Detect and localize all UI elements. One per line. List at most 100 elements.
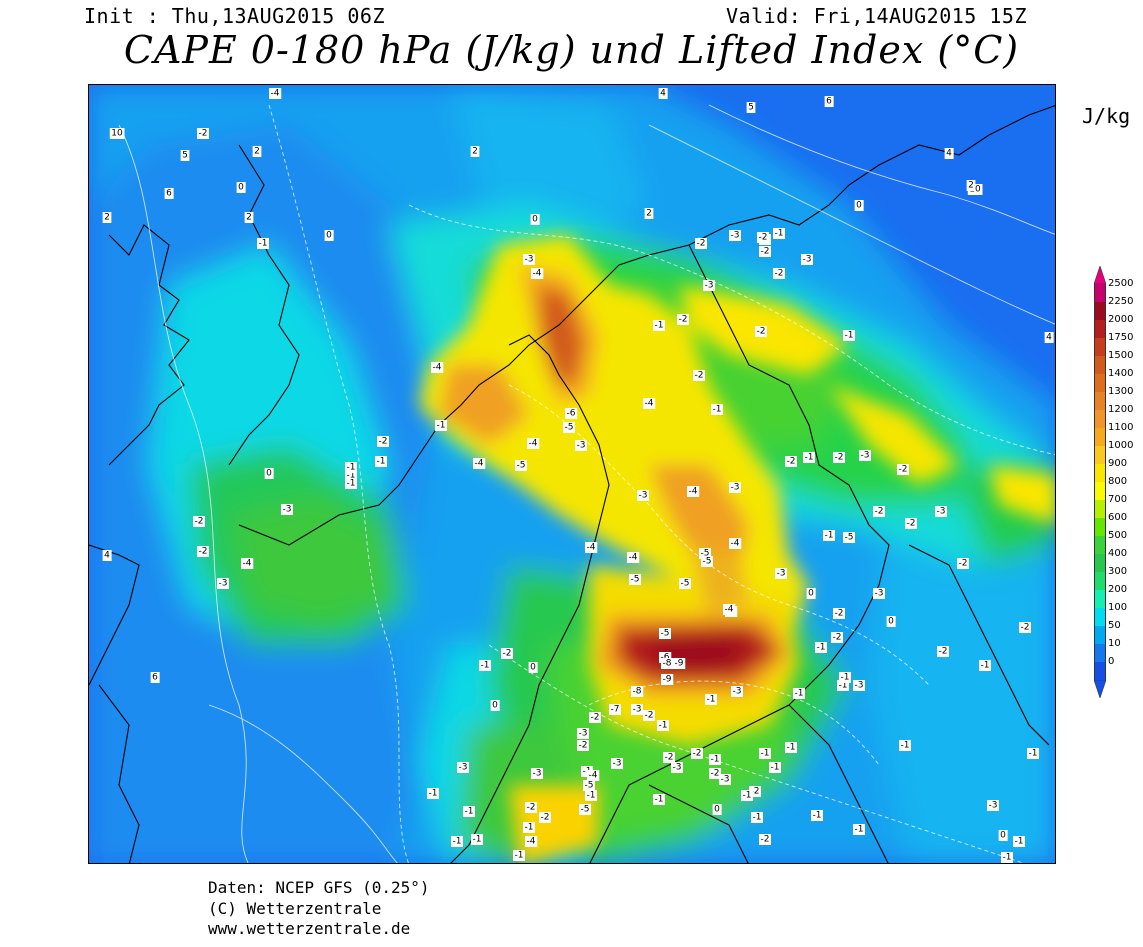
li-label-box xyxy=(801,254,813,265)
li-value-label: -1 xyxy=(481,661,490,671)
li-value-label: 4 xyxy=(660,89,666,99)
li-value-label: -6 xyxy=(661,653,670,663)
legend-color-box xyxy=(1094,662,1106,680)
li-value-label: 2 xyxy=(104,213,110,223)
li-label-box xyxy=(631,704,643,715)
li-value-label: -3 xyxy=(937,507,946,517)
li-label-box xyxy=(679,578,691,589)
li-value-label: -1 xyxy=(429,789,438,799)
li-label-box xyxy=(463,806,475,817)
legend-color-box xyxy=(1094,320,1106,338)
legend-level-label: 2000 xyxy=(1108,314,1134,325)
li-value-label: -1 xyxy=(583,767,592,777)
li-label-box xyxy=(579,804,591,815)
li-value-label: -1 xyxy=(825,531,834,541)
li-label-box xyxy=(729,230,741,241)
li-label-box xyxy=(998,830,1008,841)
li-label-box xyxy=(859,450,871,461)
li-label-box xyxy=(979,660,991,671)
li-value-label: -3 xyxy=(639,491,648,501)
li-label-box xyxy=(658,88,668,99)
li-label-box xyxy=(471,834,483,845)
legend-color-box xyxy=(1094,500,1106,518)
li-label-box xyxy=(644,208,654,219)
li-value-label: 0 xyxy=(888,617,894,627)
li-value-label: -1 xyxy=(845,331,854,341)
li-value-label: -2 xyxy=(761,247,770,257)
valid-time: Valid: Fri,14AUG2015 15Z xyxy=(726,4,1027,28)
li-value-label: -3 xyxy=(875,589,884,599)
li-label-box xyxy=(515,460,527,471)
credits-data-source: Daten: NCEP GFS (0.25°) xyxy=(208,878,430,897)
li-value-label: -7 xyxy=(611,705,620,715)
li-label-box xyxy=(473,458,486,469)
lifted-index-labels: -42-2461052062-10-3-4-3-2-1-3-2-1-4-2-4-… xyxy=(102,88,1054,863)
li-value-label: -1 xyxy=(743,791,752,801)
credits: Daten: NCEP GFS (0.25°) (C) Wetterzentra… xyxy=(208,878,430,940)
li-value-label: -2 xyxy=(693,749,702,759)
legend-level-label: 1750 xyxy=(1108,332,1134,343)
cape-high xyxy=(419,235,1055,863)
legend-level-label: 1100 xyxy=(1108,422,1134,433)
li-value-label: -4 xyxy=(271,89,280,99)
li-label-box xyxy=(217,578,229,589)
li-label-box xyxy=(811,810,823,821)
li-value-label: -3 xyxy=(525,255,534,265)
li-value-label: 6 xyxy=(826,97,832,107)
credits-website: www.wetterzentrale.de xyxy=(208,919,411,938)
li-value-label: -2 xyxy=(907,519,916,529)
li-label-box xyxy=(1013,836,1025,847)
li-label-box xyxy=(873,588,885,599)
li-value-label: 4 xyxy=(1046,333,1052,343)
li-label-box xyxy=(523,254,535,265)
li-label-box xyxy=(627,552,640,563)
legend-color-box xyxy=(1094,626,1106,644)
li-value-label: -5 xyxy=(517,461,526,471)
li-value-label: -2 xyxy=(199,547,208,557)
li-label-box xyxy=(180,150,190,161)
li-value-label: -4 xyxy=(587,543,596,553)
li-value-label: -5 xyxy=(845,533,854,543)
li-value-label: -4 xyxy=(529,439,538,449)
li-label-box xyxy=(643,710,655,721)
li-label-box xyxy=(785,456,797,467)
legend-color-box xyxy=(1094,608,1106,626)
li-label-box xyxy=(854,200,864,211)
li-label-box xyxy=(773,228,785,239)
li-value-label: -5 xyxy=(701,549,710,559)
li-value-label: -3 xyxy=(579,729,588,739)
li-value-label: -1 xyxy=(901,741,910,751)
li-value-label: -1 xyxy=(775,229,784,239)
li-value-label: -3 xyxy=(283,505,292,515)
legend-level-label: 10 xyxy=(1108,638,1121,649)
li-value-label: -2 xyxy=(679,315,688,325)
li-label-box xyxy=(677,314,689,325)
li-value-label: -4 xyxy=(527,837,536,847)
li-value-label: -3 xyxy=(533,769,542,779)
legend-level-label: 1400 xyxy=(1108,368,1134,379)
li-label-box xyxy=(457,762,469,773)
li-value-label: -2 xyxy=(541,813,550,823)
li-value-label: -2 xyxy=(711,769,720,779)
li-label-box xyxy=(769,762,781,773)
li-label-box xyxy=(695,238,707,249)
li-value-label: -6 xyxy=(567,409,576,419)
li-label-box xyxy=(470,146,480,157)
li-label-box xyxy=(525,802,537,813)
li-label-box xyxy=(264,468,274,479)
li-label-box xyxy=(987,800,999,811)
legend-top-arrow xyxy=(1094,266,1106,284)
li-label-box xyxy=(659,628,671,639)
legend-level-label: 400 xyxy=(1108,548,1128,559)
legend-color-box xyxy=(1094,590,1106,608)
li-label-box xyxy=(236,182,246,193)
li-label-box xyxy=(377,436,389,447)
li-value-label: -1 xyxy=(855,825,864,835)
li-label-box xyxy=(741,790,753,801)
li-label-box xyxy=(663,752,675,763)
li-label-box xyxy=(701,556,713,567)
li-label-box xyxy=(197,128,209,139)
li-value-label: -1 xyxy=(771,763,780,773)
li-value-label: -2 xyxy=(527,803,536,813)
li-value-label: -5 xyxy=(581,805,590,815)
